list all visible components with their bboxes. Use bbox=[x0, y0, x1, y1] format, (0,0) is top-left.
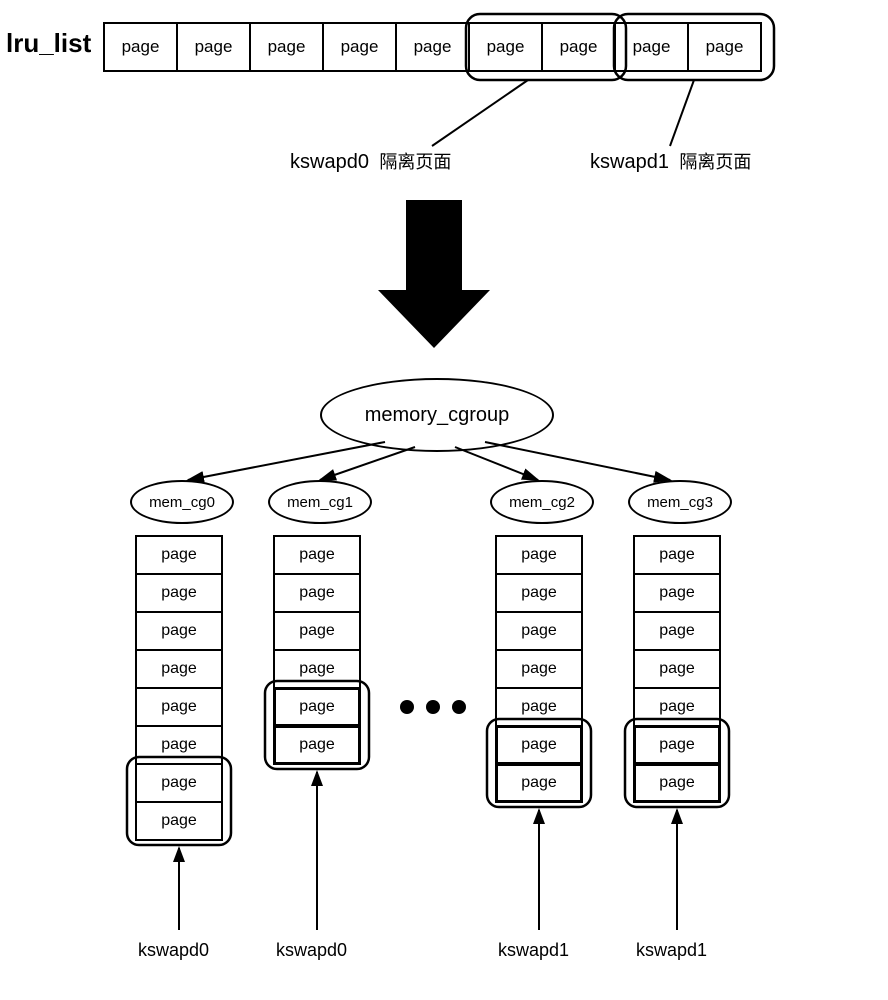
annot-k0-cn: 隔离页面 bbox=[379, 152, 451, 172]
col-cell: page bbox=[135, 763, 223, 803]
bottom-label-2: kswapd1 bbox=[498, 940, 569, 961]
ellipsis-dots bbox=[400, 700, 466, 714]
col-cell: page bbox=[495, 573, 583, 613]
col-cell: page bbox=[273, 611, 361, 651]
lru-cell: page bbox=[176, 22, 251, 72]
child-ellipse-3: mem_cg3 bbox=[628, 480, 732, 524]
col-cell: page bbox=[273, 573, 361, 613]
col-cell: page bbox=[135, 687, 223, 727]
col-cell: page bbox=[135, 649, 223, 689]
col-cell: page bbox=[633, 535, 721, 575]
annot-k1-cn: 隔离页面 bbox=[679, 152, 751, 172]
lru-cell: page bbox=[249, 22, 324, 72]
col-2: page page page page page page page bbox=[495, 535, 583, 803]
col-3: page page page page page page page bbox=[633, 535, 721, 803]
col-cell: page bbox=[273, 649, 361, 689]
col-cell: page bbox=[633, 611, 721, 651]
col-cell: page bbox=[495, 763, 583, 803]
col-cell: page bbox=[495, 725, 583, 765]
col-cell: page bbox=[633, 763, 721, 803]
col-cell: page bbox=[633, 573, 721, 613]
lru-cell: page bbox=[687, 22, 762, 72]
col-cell: page bbox=[633, 687, 721, 727]
col-0: page page page page page page page page bbox=[135, 535, 223, 841]
col-cell: page bbox=[633, 649, 721, 689]
lru-cell: page bbox=[322, 22, 397, 72]
col-cell: page bbox=[495, 535, 583, 575]
annot-k1-en: kswapd1 bbox=[590, 151, 669, 173]
annot-k1: kswapd1 隔离页面 bbox=[590, 148, 751, 174]
col-cell: page bbox=[135, 573, 223, 613]
lru-cell: page bbox=[395, 22, 470, 72]
lru-cell: page bbox=[614, 22, 689, 72]
col-cell: page bbox=[135, 801, 223, 841]
bottom-label-0: kswapd0 bbox=[138, 940, 209, 961]
col-cell: page bbox=[273, 687, 361, 727]
col-cell: page bbox=[495, 687, 583, 727]
col-1: page page page page page page bbox=[273, 535, 361, 765]
col-cell: page bbox=[495, 611, 583, 651]
child-ellipse-2: mem_cg2 bbox=[490, 480, 594, 524]
annot-k0-en: kswapd0 bbox=[290, 151, 369, 173]
child-ellipse-0: mem_cg0 bbox=[130, 480, 234, 524]
annot-k0: kswapd0 隔离页面 bbox=[290, 148, 451, 174]
lru-list-row: page page page page page page page page … bbox=[103, 22, 762, 72]
lru-list-title: lru_list bbox=[6, 28, 91, 59]
lru-cell: page bbox=[541, 22, 616, 72]
col-cell: page bbox=[273, 725, 361, 765]
child-ellipse-1: mem_cg1 bbox=[268, 480, 372, 524]
col-cell: page bbox=[633, 725, 721, 765]
col-cell: page bbox=[135, 725, 223, 765]
col-cell: page bbox=[135, 535, 223, 575]
col-cell: page bbox=[273, 535, 361, 575]
bottom-label-1: kswapd0 bbox=[276, 940, 347, 961]
root-ellipse: memory_cgroup bbox=[320, 378, 554, 452]
lru-cell: page bbox=[468, 22, 543, 72]
bottom-label-3: kswapd1 bbox=[636, 940, 707, 961]
col-cell: page bbox=[495, 649, 583, 689]
col-cell: page bbox=[135, 611, 223, 651]
lru-cell: page bbox=[103, 22, 178, 72]
